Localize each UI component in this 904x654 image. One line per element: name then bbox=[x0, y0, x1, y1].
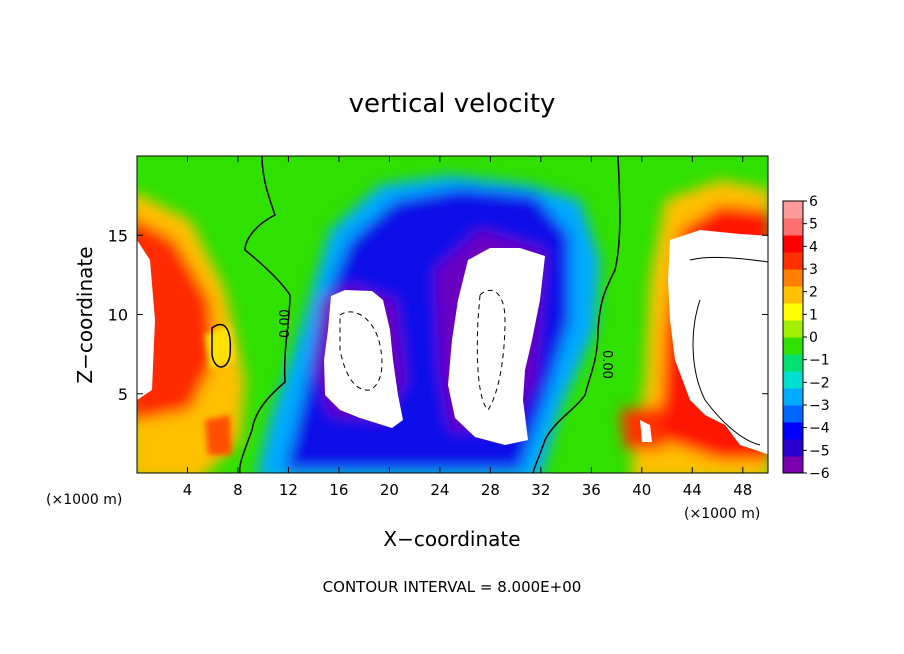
x-axis: 4 8 12 16 20 24 28 32 36 40 44 48 bbox=[183, 156, 752, 499]
y-axis-label: Z−coordinate bbox=[73, 246, 97, 383]
bottom-left-lobe bbox=[205, 415, 232, 455]
x-tick-label: 32 bbox=[531, 481, 550, 499]
zero-contour-left bbox=[238, 156, 291, 473]
colorbar-tick-label: 4 bbox=[809, 239, 818, 255]
x-tick-label: 16 bbox=[329, 481, 348, 499]
colorbar-swatch bbox=[783, 354, 803, 372]
right-cell-saturated bbox=[448, 248, 545, 445]
colorbar-swatch bbox=[783, 303, 803, 321]
colorbar-tick-label: −2 bbox=[809, 375, 830, 391]
colorbar-tick-label: 6 bbox=[809, 194, 818, 210]
bottom-small-saturated bbox=[640, 420, 652, 442]
x-tick-label: 48 bbox=[733, 481, 752, 499]
left-edge-saturated bbox=[137, 240, 155, 400]
colorbar-swatch bbox=[783, 422, 803, 440]
colorbar-swatch bbox=[783, 235, 803, 253]
contour-label-right: 0.00 bbox=[599, 350, 614, 379]
x-tick-label: 12 bbox=[279, 481, 298, 499]
colorbar-tick-label: −4 bbox=[809, 421, 830, 437]
colorbar-swatch bbox=[783, 439, 803, 457]
colorbar-swatch bbox=[783, 218, 803, 236]
x-tick-label: 24 bbox=[430, 481, 449, 499]
colorbar-tick-label: 1 bbox=[809, 307, 818, 323]
y-tick-label: 15 bbox=[108, 226, 128, 245]
colorbar-tick-label: 2 bbox=[809, 285, 818, 301]
colorbar: 6 5 4 3 2 1 0 −1 −2 −3 −4 −5 −6 bbox=[782, 194, 830, 482]
colorbar-tick-label: 3 bbox=[809, 262, 818, 278]
colorbar-swatch bbox=[783, 201, 803, 219]
colorbar-swatch bbox=[783, 405, 803, 423]
colorbar-swatch bbox=[783, 320, 803, 338]
left-cell-saturated bbox=[324, 290, 403, 428]
x-tick-label: 40 bbox=[632, 481, 651, 499]
x-tick-label: 36 bbox=[582, 481, 601, 499]
small-loop-contour bbox=[211, 323, 232, 368]
colorbar-swatch bbox=[783, 371, 803, 389]
x-tick-label: 8 bbox=[233, 481, 243, 499]
colorbar-swatch bbox=[783, 337, 803, 355]
zero-contour-right bbox=[532, 156, 621, 473]
colorbar-tick-label: −1 bbox=[809, 353, 830, 369]
colorbar-swatch bbox=[783, 252, 803, 270]
x-tick-label: 20 bbox=[380, 481, 399, 499]
x-tick-label: 28 bbox=[481, 481, 500, 499]
colorbar-tick-label: −6 bbox=[809, 466, 830, 482]
chart-title: vertical velocity bbox=[349, 89, 556, 119]
x-unit-left: (×1000 m) bbox=[46, 492, 122, 508]
colorbar-tick-label: 0 bbox=[809, 330, 818, 346]
velocity-field: 0.00 0.00 bbox=[137, 156, 768, 473]
x-tick-label: 4 bbox=[183, 481, 193, 499]
x-tick-label: 44 bbox=[683, 481, 702, 499]
colorbar-tick-label: −3 bbox=[809, 398, 830, 414]
y-axis: 5 10 15 bbox=[108, 226, 768, 404]
colorbar-tick-label: 5 bbox=[809, 217, 818, 233]
contour-label-left: 0.00 bbox=[278, 309, 293, 338]
colorbar-swatch bbox=[783, 286, 803, 304]
y-tick-label: 5 bbox=[118, 385, 128, 404]
colorbar-swatch bbox=[783, 269, 803, 287]
contour-interval-note: CONTOUR INTERVAL = 8.000E+00 bbox=[323, 578, 582, 596]
y-tick-label: 10 bbox=[108, 306, 128, 325]
x-unit-right: (×1000 m) bbox=[684, 506, 760, 522]
colorbar-swatch bbox=[783, 388, 803, 406]
right-updraft-thin-contour bbox=[689, 256, 768, 446]
left-updraft-core bbox=[137, 218, 215, 420]
colorbar-tick-label: −5 bbox=[809, 443, 830, 459]
right-updraft-saturated bbox=[668, 230, 768, 455]
right-cell-dashed-contour bbox=[476, 289, 506, 411]
x-axis-label: X−coordinate bbox=[383, 527, 520, 551]
colorbar-swatch bbox=[783, 456, 803, 474]
